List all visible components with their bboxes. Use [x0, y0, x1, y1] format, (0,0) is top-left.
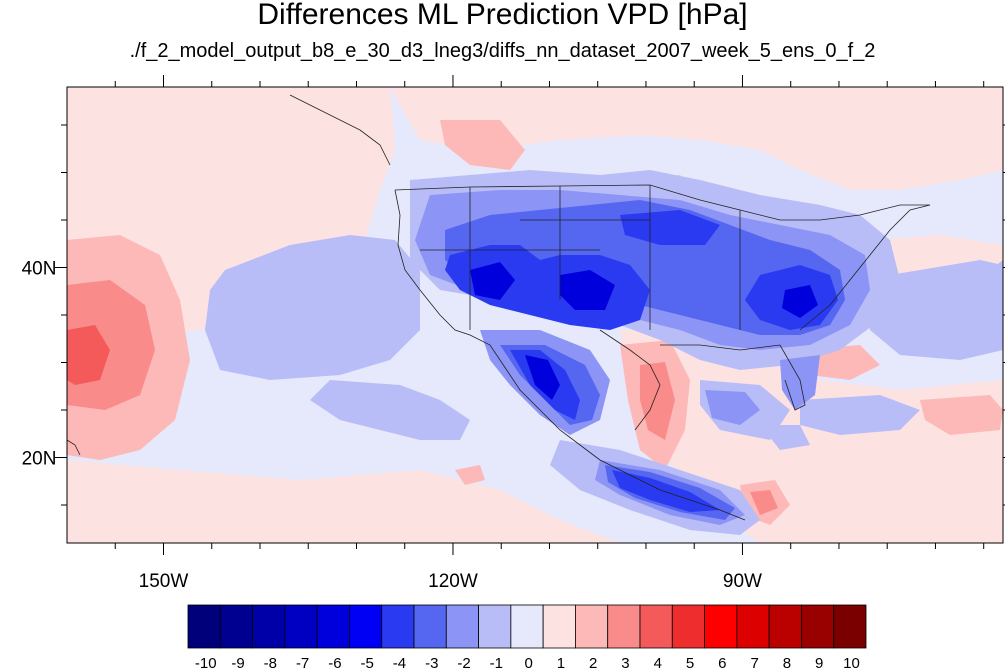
colorbar-swatch [607, 604, 641, 649]
positive-3-4-patches [67, 325, 110, 385]
lon-tick-label: 90W [723, 571, 762, 592]
colorbar-labels: -10 -9 -8 -7 -6 -5 -4 -3 -2 -1 0 1 2 3 4 5 6 7 8 9 10 [195, 655, 860, 672]
negative-6-7-cores [470, 262, 818, 400]
colorbar-swatch [510, 604, 544, 649]
colorbar-level-label: -8 [264, 655, 277, 672]
colorbar-swatch [187, 604, 221, 649]
colorbar-swatch [736, 604, 770, 649]
colorbar-level-label: 7 [750, 655, 758, 672]
colorbar-level-label: -6 [328, 655, 341, 672]
colorbar-level-label: 1 [557, 655, 565, 672]
colorbar-swatch [219, 604, 253, 649]
colorbar-swatch [542, 604, 576, 649]
colorbar-level-label: 8 [783, 655, 791, 672]
colorbar-swatch [445, 604, 479, 649]
colorbar-level-label: 4 [654, 655, 662, 672]
colorbar-level-label: -10 [195, 655, 217, 672]
colorbar-swatch [575, 604, 609, 649]
vpd-difference-field [67, 87, 1003, 543]
colorbar-swatch [639, 604, 673, 649]
colorbar-swatch [316, 604, 350, 649]
plot-subtitle: ./f_2_model_output_b8_e_30_d3_lneg3/diff… [129, 40, 876, 62]
coastlines-and-borders [67, 94, 931, 521]
colorbar-level-label: -5 [361, 655, 374, 672]
colorbar-level-label: 9 [815, 655, 823, 672]
colorbar-level-label: 3 [621, 655, 629, 672]
colorbar-level-label: -9 [231, 655, 244, 672]
colorbar-level-label: 5 [686, 655, 694, 672]
colorbar-level-label: -2 [457, 655, 470, 672]
colorbar [187, 604, 867, 649]
colorbar-level-label: 6 [718, 655, 726, 672]
colorbar-swatch [252, 604, 286, 649]
colorbar-swatch [833, 604, 867, 649]
colorbar-swatch [768, 604, 802, 649]
map-axis-labels: 150W 120W 90W 40N 20N [22, 259, 762, 593]
colorbar-swatch [478, 604, 512, 649]
colorbar-swatch [349, 604, 383, 649]
colorbar-level-label: 2 [589, 655, 597, 672]
colorbar-swatch [413, 604, 447, 649]
colorbar-level-label: 10 [843, 655, 860, 672]
colorbar-level-label: -7 [296, 655, 309, 672]
colorbar-level-label: -4 [393, 655, 406, 672]
plot-title: Differences ML Prediction VPD [hPa] [257, 0, 748, 31]
lat-tick-label: 20N [22, 449, 57, 470]
colorbar-level-label: -3 [425, 655, 438, 672]
lon-tick-label: 150W [139, 571, 189, 592]
lon-tick-label: 120W [428, 571, 478, 592]
colorbar-swatch [381, 604, 415, 649]
colorbar-swatch [801, 604, 835, 649]
colorbar-level-label: 0 [524, 655, 532, 672]
colorbar-swatch [284, 604, 318, 649]
lat-tick-label: 40N [22, 259, 57, 280]
colorbar-swatch [704, 604, 738, 649]
colorbar-swatch [671, 604, 705, 649]
map-ticks [55, 75, 1005, 555]
colorbar-level-label: -1 [490, 655, 503, 672]
